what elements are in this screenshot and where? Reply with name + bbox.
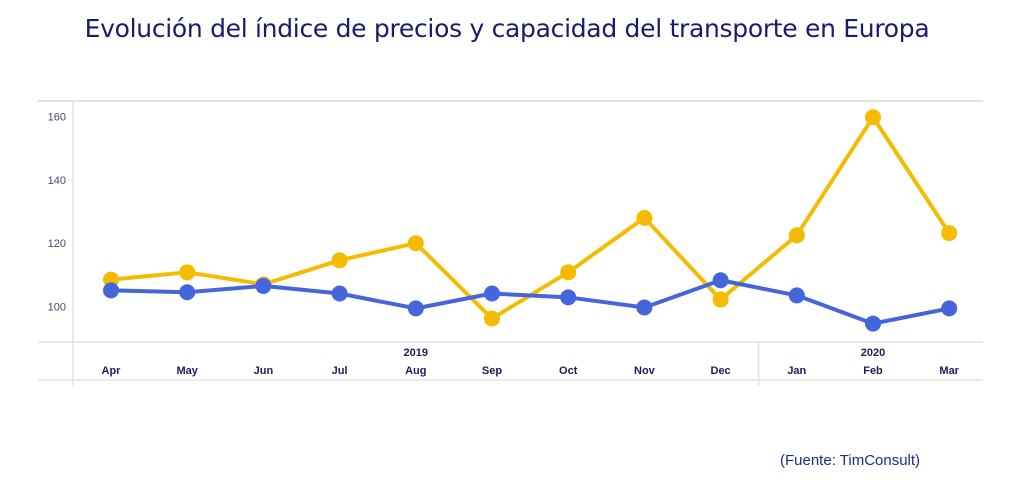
x-tick-label: May [176, 365, 198, 377]
y-tick-label: 140 [48, 175, 66, 187]
data-point-0-jan [788, 227, 805, 244]
x-tick-label: Jul [332, 365, 348, 377]
data-point-1-aug [407, 300, 424, 317]
data-point-0-nov [636, 209, 653, 226]
x-tick-label: Apr [102, 365, 122, 377]
data-point-0-aug [407, 235, 424, 252]
data-point-0-mar [941, 225, 958, 242]
data-point-1-jun [255, 277, 272, 294]
data-point-1-feb [865, 315, 881, 332]
year-label: 2020 [861, 347, 885, 359]
x-tick-label: Dec [711, 365, 731, 377]
x-tick-label: Jun [254, 365, 274, 377]
data-point-0-feb [865, 109, 881, 126]
data-point-1-dec [712, 272, 729, 289]
x-tick-label: Sep [482, 365, 502, 377]
x-tick-label: Jan [787, 365, 806, 377]
data-point-1-may [179, 284, 196, 301]
data-point-1-jul [331, 285, 348, 302]
data-point-1-mar [941, 300, 958, 317]
x-tick-label: Nov [634, 365, 656, 377]
data-point-1-apr [103, 282, 119, 299]
data-point-1-nov [636, 299, 653, 316]
x-tick-label: Mar [939, 365, 959, 377]
x-tick-label: Oct [559, 365, 578, 377]
y-tick-label: 160 [48, 112, 66, 124]
data-point-0-dec [712, 291, 729, 308]
year-label: 2019 [404, 347, 428, 359]
x-tick-label: Feb [863, 365, 883, 377]
data-point-0-oct [560, 264, 577, 281]
data-point-0-may [179, 264, 196, 281]
data-point-1-jan [788, 287, 805, 304]
data-point-1-sep [484, 285, 500, 302]
data-point-0-sep [484, 310, 500, 327]
series-line-1 [110, 278, 950, 326]
data-point-0-jul [331, 252, 348, 269]
x-tick-label: Aug [405, 365, 426, 377]
data-point-1-oct [560, 289, 577, 306]
y-tick-label: 120 [48, 238, 66, 250]
chart-title: Evolución del índice de precios y capaci… [84, 14, 930, 43]
y-tick-label: 100 [48, 302, 66, 314]
source-note: (Fuente: TimConsult) [780, 452, 921, 469]
